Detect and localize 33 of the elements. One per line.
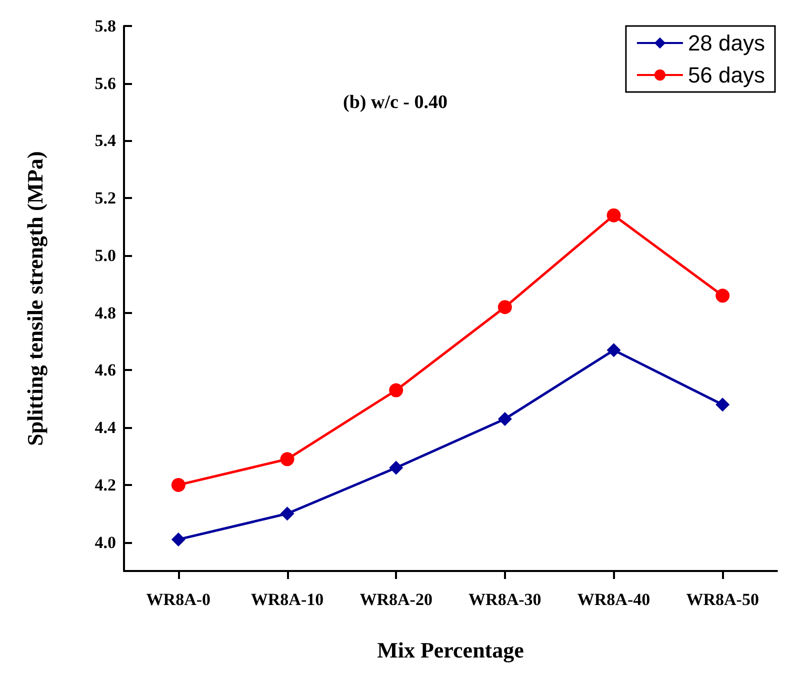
point [280, 506, 294, 521]
x-tick-label: WR8A-50 [686, 590, 759, 609]
y-tick-label: 4.6 [94, 360, 116, 380]
y-tick-label: 4.8 [94, 303, 116, 322]
y-tick-label: 5.4 [94, 131, 116, 150]
legend-label: 28 days [688, 30, 766, 56]
point [498, 300, 512, 314]
point [389, 383, 404, 398]
x-axis-title: Mix Percentage [377, 638, 524, 662]
point [280, 452, 294, 466]
x-tick-label: WR8A-0 [146, 590, 211, 609]
point [498, 412, 512, 426]
x-tick-label: WR8A-20 [360, 590, 432, 609]
x-tick-label: WR8A-30 [468, 590, 542, 609]
text: (b) w/c - 0.40 [343, 92, 448, 113]
point [171, 532, 186, 546]
y-tick-label: 4.4 [94, 418, 116, 438]
point [716, 288, 730, 303]
y-tick-label: 4.0 [94, 532, 116, 552]
point [171, 478, 186, 492]
y-tick-label: 5.6 [94, 74, 116, 93]
point [389, 460, 404, 475]
point [716, 398, 730, 412]
point [606, 343, 621, 358]
y-tick-label: 5.0 [94, 246, 116, 265]
y-axis-title: Splitting tensile strength (MPa) [22, 151, 48, 446]
y-tick-label: 5.2 [94, 188, 116, 208]
point [606, 208, 621, 222]
y-tick-label: 4.2 [94, 475, 116, 494]
legend-label: 56 days [688, 62, 766, 88]
x-tick-label: WR8A-40 [577, 590, 650, 609]
y-tick-label: 5.8 [94, 16, 116, 36]
x-tick-label: WR8A-10 [250, 590, 324, 609]
